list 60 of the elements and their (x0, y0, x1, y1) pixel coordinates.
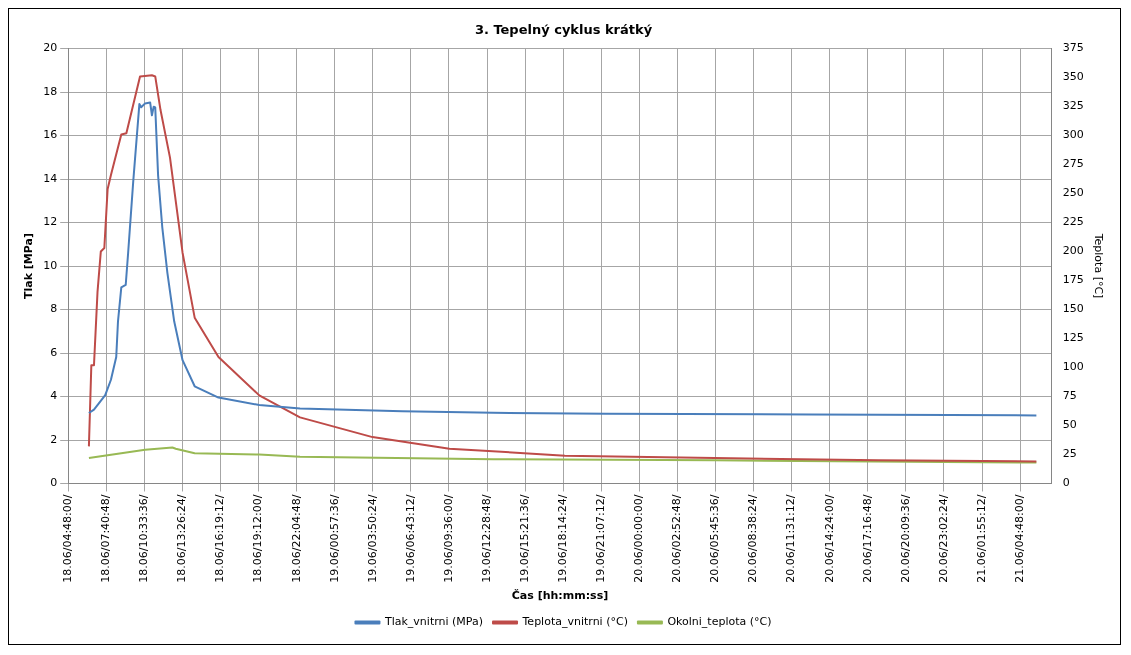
legend-label: Okolni_teplota (°C) (667, 615, 772, 629)
y-tick-label: 4 (50, 389, 58, 403)
y2-tick-label: 275 (1062, 157, 1084, 171)
y2-tick-label: 325 (1062, 99, 1084, 113)
x-tick-label: 18.06/16:19:12/ (213, 494, 227, 583)
y2-axis-title: Teplota [°C] (1091, 232, 1105, 299)
y-tick-label: 10 (43, 258, 58, 272)
chart-title: 3. Tepelný cyklus krátký (474, 22, 653, 38)
x-tick-label: 18.06/04:48:00/ (61, 494, 75, 583)
y2-tick-label: 50 (1062, 418, 1077, 432)
x-tick-label: 19.06/06:43:12/ (403, 494, 417, 583)
x-tick-label: 20.06/00:00:00/ (632, 494, 646, 583)
x-tick-label: 19.06/00:57:36/ (327, 494, 341, 583)
y2-tick-label: 75 (1062, 389, 1077, 403)
y-tick-label: 6 (50, 345, 58, 359)
x-tick-label: 19.06/15:21:36/ (517, 494, 531, 583)
x-tick-label: 18.06/10:33:36/ (137, 494, 151, 583)
y2-tick-label: 175 (1062, 273, 1084, 287)
y-tick-label: 2 (50, 432, 58, 446)
y2-tick-label: 150 (1062, 302, 1084, 316)
y-tick-label: 8 (50, 302, 58, 316)
legend-label: Tlak_vnitrni (MPa) (383, 615, 484, 629)
x-tick-label: 20.06/02:52:48/ (670, 494, 684, 583)
x-tick-label: 20.06/23:02:24/ (936, 494, 950, 583)
y-tick-label: 18 (43, 84, 58, 98)
y-tick-label: 0 (50, 476, 58, 490)
x-tick-label: 21.06/04:48:00/ (1012, 494, 1026, 583)
x-tick-label: 20.06/05:45:36/ (708, 494, 722, 583)
x-tick-label: 18.06/19:12:00/ (251, 494, 265, 583)
x-tick-label: 19.06/03:50:24/ (365, 494, 379, 583)
x-tick-label: 20.06/20:09:36/ (898, 494, 912, 583)
x-tick-label: 19.06/18:14:24/ (556, 494, 570, 583)
y2-tick-label: 0 (1062, 476, 1070, 490)
y-tick-label: 20 (43, 41, 58, 55)
y-tick-label: 14 (43, 171, 58, 185)
x-axis-title: Čas [hh:mm:ss] (511, 589, 609, 603)
y2-tick-label: 375 (1062, 41, 1084, 55)
x-tick-label: 20.06/17:16:48/ (860, 494, 874, 583)
x-tick-label: 20.06/14:24:00/ (822, 494, 836, 583)
y-tick-label: 12 (43, 215, 58, 229)
y2-tick-label: 125 (1062, 331, 1084, 345)
y2-tick-label: 225 (1062, 215, 1084, 229)
x-tick-label: 19.06/12:28:48/ (479, 494, 493, 583)
y2-tick-label: 100 (1062, 360, 1084, 374)
y-tick-label: 16 (43, 128, 58, 142)
x-tick-label: 20.06/11:31:12/ (784, 494, 798, 583)
legend-label: Teplota_vnitrni (°C) (521, 615, 628, 629)
y2-tick-label: 300 (1062, 128, 1084, 142)
x-tick-label: 19.06/09:36:00/ (441, 494, 455, 583)
x-tick-label: 19.06/21:07:12/ (594, 494, 608, 583)
x-tick-label: 18.06/22:04:48/ (289, 494, 303, 583)
y2-tick-label: 250 (1062, 186, 1084, 200)
x-tick-label: 18.06/13:26:24/ (175, 494, 189, 583)
x-tick-label: 21.06/01:55:12/ (974, 494, 988, 583)
x-tick-label: 20.06/08:38:24/ (746, 494, 760, 583)
x-tick-label: 18.06/07:40:48/ (99, 494, 113, 583)
y-axis-title: Tlak [MPa] (22, 233, 36, 300)
y2-tick-label: 25 (1062, 447, 1077, 461)
y2-tick-label: 200 (1062, 244, 1084, 258)
y2-tick-label: 350 (1062, 70, 1084, 84)
